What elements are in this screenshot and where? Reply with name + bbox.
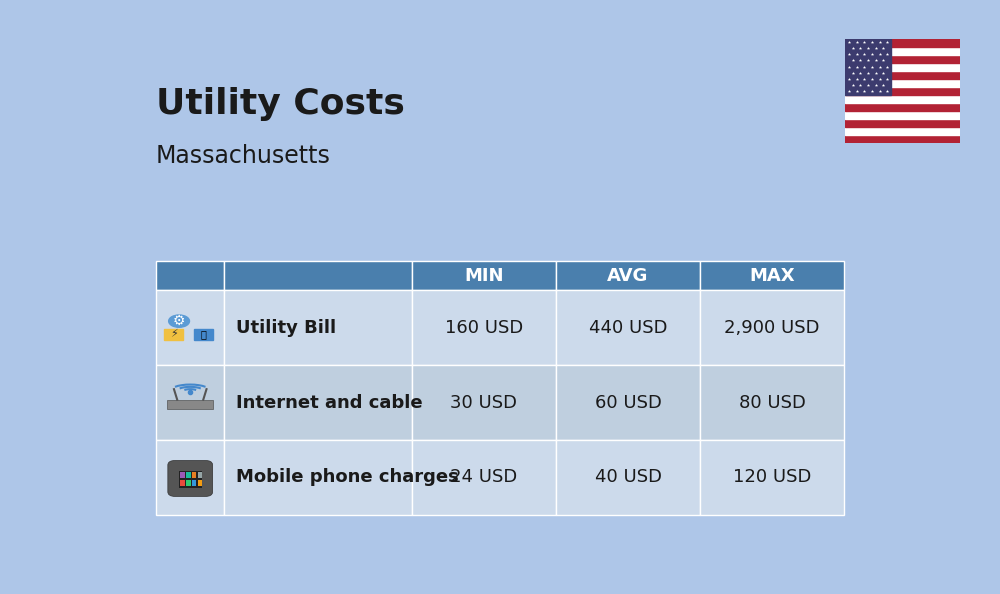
Bar bbox=[700, 261, 844, 290]
Bar bbox=[412, 440, 556, 515]
Bar bbox=[845, 87, 960, 94]
Bar bbox=[164, 329, 183, 340]
Circle shape bbox=[169, 315, 189, 327]
Text: 120 USD: 120 USD bbox=[733, 469, 811, 486]
Text: 💧: 💧 bbox=[201, 329, 207, 339]
Bar bbox=[192, 472, 196, 478]
Text: Mobile phone charges: Mobile phone charges bbox=[236, 469, 459, 486]
Bar bbox=[845, 94, 960, 103]
Bar bbox=[556, 365, 700, 440]
Bar bbox=[845, 103, 960, 110]
Bar bbox=[198, 472, 202, 478]
Bar bbox=[556, 290, 700, 365]
Bar bbox=[845, 78, 960, 87]
Bar bbox=[700, 290, 844, 365]
Bar bbox=[179, 471, 202, 488]
Bar bbox=[412, 261, 556, 290]
Bar bbox=[192, 480, 196, 486]
Bar bbox=[186, 472, 191, 478]
Bar bbox=[845, 71, 960, 78]
Bar bbox=[224, 440, 412, 515]
Text: MAX: MAX bbox=[749, 267, 795, 285]
Bar bbox=[198, 480, 202, 486]
Bar bbox=[845, 127, 960, 135]
Bar bbox=[700, 440, 844, 515]
Bar bbox=[224, 290, 412, 365]
Text: MIN: MIN bbox=[464, 267, 504, 285]
Text: Massachusetts: Massachusetts bbox=[156, 144, 331, 169]
Bar bbox=[156, 261, 224, 290]
Text: Utility Costs: Utility Costs bbox=[156, 87, 405, 121]
Text: 2,900 USD: 2,900 USD bbox=[724, 319, 820, 337]
Bar bbox=[194, 329, 213, 340]
Bar bbox=[700, 365, 844, 440]
Bar bbox=[845, 119, 960, 127]
Text: AVG: AVG bbox=[607, 267, 649, 285]
Text: 80 USD: 80 USD bbox=[739, 394, 806, 412]
Bar bbox=[186, 480, 191, 486]
Text: 160 USD: 160 USD bbox=[445, 319, 523, 337]
Bar bbox=[845, 135, 960, 143]
Bar bbox=[180, 472, 185, 478]
Bar bbox=[845, 55, 960, 62]
Bar bbox=[156, 365, 224, 440]
Bar bbox=[412, 290, 556, 365]
Bar bbox=[845, 46, 960, 55]
Bar bbox=[845, 62, 960, 71]
Text: Utility Bill: Utility Bill bbox=[236, 319, 336, 337]
Text: ⚡: ⚡ bbox=[170, 329, 177, 339]
Bar bbox=[556, 440, 700, 515]
Bar bbox=[167, 400, 213, 409]
Text: Internet and cable: Internet and cable bbox=[236, 394, 423, 412]
FancyBboxPatch shape bbox=[168, 460, 213, 497]
Text: 60 USD: 60 USD bbox=[595, 394, 662, 412]
Bar bbox=[556, 261, 700, 290]
Bar bbox=[412, 365, 556, 440]
Bar bbox=[224, 365, 412, 440]
Text: 24 USD: 24 USD bbox=[450, 469, 518, 486]
Text: ⚙: ⚙ bbox=[173, 314, 185, 328]
Bar bbox=[845, 39, 960, 46]
Bar bbox=[156, 440, 224, 515]
Bar bbox=[845, 110, 960, 119]
Bar bbox=[156, 290, 224, 365]
Text: 30 USD: 30 USD bbox=[450, 394, 517, 412]
Bar bbox=[845, 39, 891, 94]
Bar bbox=[224, 261, 412, 290]
Text: 440 USD: 440 USD bbox=[589, 319, 667, 337]
Bar bbox=[180, 480, 185, 486]
Text: 40 USD: 40 USD bbox=[595, 469, 662, 486]
